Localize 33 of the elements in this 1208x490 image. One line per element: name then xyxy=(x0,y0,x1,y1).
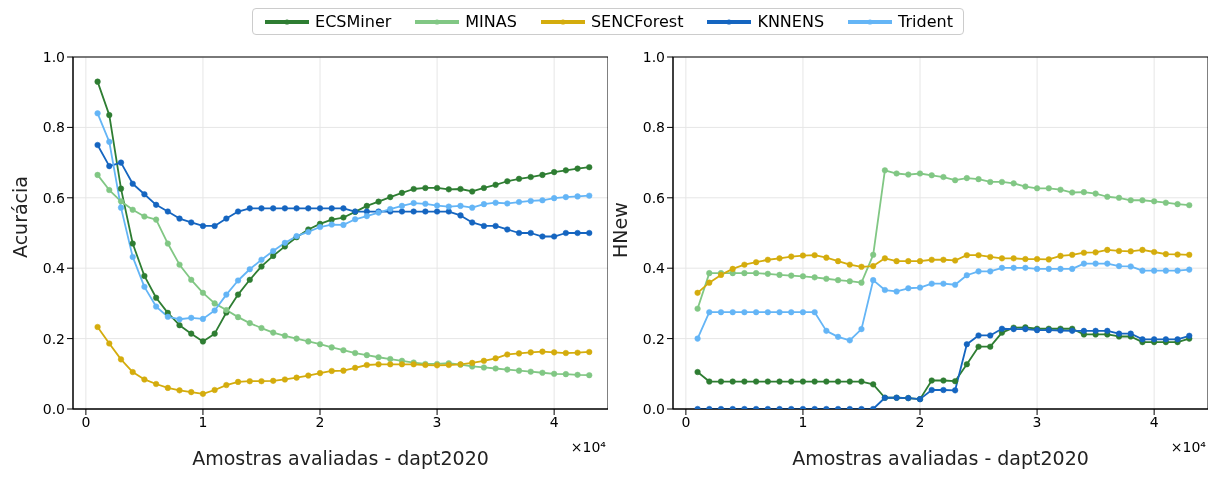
x-tick-label: 4 xyxy=(549,413,559,430)
legend-label: SENCForest xyxy=(590,12,684,31)
x-tick-label: 1 xyxy=(798,413,808,430)
y-axis-title: HNew xyxy=(608,202,631,258)
y-axis-title: Acurácia xyxy=(8,176,31,258)
x-axis-title: Amostras avaliadas - dapt2020 xyxy=(792,447,1089,469)
x-axis-title: Amostras avaliadas - dapt2020 xyxy=(192,447,489,469)
text: ×10⁴ xyxy=(1170,439,1206,455)
y-tick-label: 0.8 xyxy=(42,119,65,136)
y-tick-label: 0.8 xyxy=(642,119,665,136)
legend-label: KNNENS xyxy=(757,12,825,31)
y-tick-label: 1.0 xyxy=(42,48,65,65)
x-tick-label: 4 xyxy=(1149,413,1159,430)
legend-label: MINAS xyxy=(465,12,517,31)
x-tick-label: 2 xyxy=(915,413,925,430)
y-tick-label: 0.6 xyxy=(42,189,66,206)
x-tick-label: 2 xyxy=(315,413,325,430)
y-tick-label: 0.2 xyxy=(42,330,65,347)
y-tick-label: 0.6 xyxy=(642,189,666,206)
y-tick-label: 0.4 xyxy=(642,260,666,277)
legend-label: ECSMiner xyxy=(315,12,392,31)
x-tick-label: 3 xyxy=(1032,413,1042,430)
x-tick-label: 0 xyxy=(681,413,691,430)
legend-label: Trident xyxy=(898,12,953,31)
y-tick-label: 1.0 xyxy=(642,48,665,65)
x-tick-label: 3 xyxy=(432,413,442,430)
x-tick-label: 1 xyxy=(198,413,208,430)
x-tick-label: 0 xyxy=(81,413,91,430)
y-tick-label: 0.0 xyxy=(42,400,65,417)
text: ×10⁴ xyxy=(570,439,606,455)
y-tick-label: 0.0 xyxy=(642,400,665,417)
y-tick-label: 0.4 xyxy=(42,260,66,277)
y-tick-label: 0.2 xyxy=(642,330,665,347)
